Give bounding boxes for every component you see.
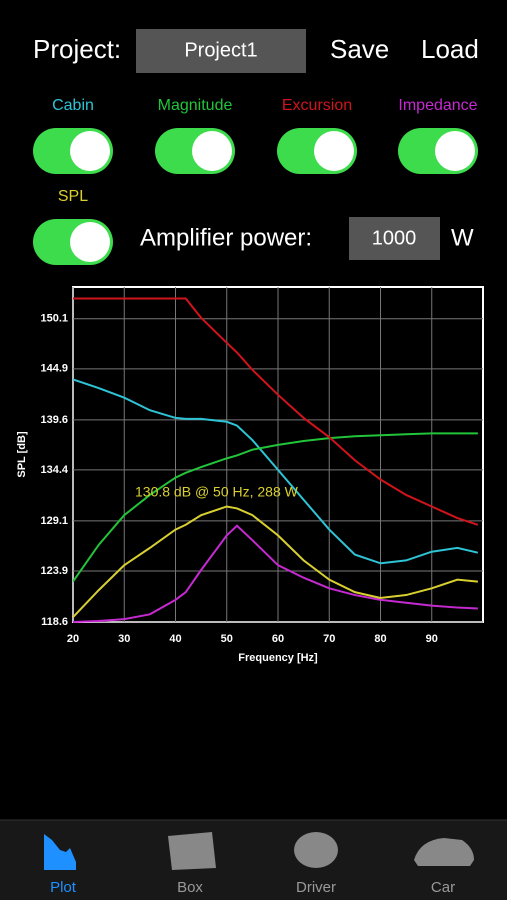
x-tick-label: 30 [118,633,130,645]
toggle-knob[interactable] [314,131,354,171]
y-tick-label: 134.4 [40,464,68,476]
x-tick-label: 50 [221,633,233,645]
x-tick-label: 40 [169,633,181,645]
legend-label: Impedance [398,97,477,114]
x-tick-label: 60 [272,633,284,645]
y-tick-label: 129.1 [40,515,68,527]
series-line [72,524,478,623]
x-tick-label: 70 [323,633,335,645]
annotation: 130.8 dB @ 50 Hz, 288 W [135,484,299,500]
legend-label: Cabin [52,97,94,114]
toggle-knob[interactable] [192,131,232,171]
project-label: Project: [33,34,121,64]
driver-icon[interactable] [294,832,338,868]
box-icon[interactable] [168,832,216,870]
save-button[interactable]: Save [330,34,389,64]
amp-unit: W [451,224,474,251]
tab-label[interactable]: Car [431,879,455,896]
legend-label: Magnitude [158,97,233,114]
amp-value[interactable]: 1000 [372,227,417,249]
tab-label[interactable]: Box [177,879,203,896]
legend-label: SPL [58,188,88,205]
x-tick-label: 20 [67,633,79,645]
series-line [72,378,479,565]
y-tick-label: 118.6 [41,616,68,628]
amp-field[interactable] [349,217,440,260]
legend-label: Excursion [282,97,352,114]
x-tick-label: 80 [374,633,386,645]
y-tick-label: 144.9 [40,363,68,375]
toggle-knob[interactable] [70,131,110,171]
project-field[interactable] [136,29,306,73]
y-axis-label: SPL [dB] [16,431,28,478]
tab-label[interactable]: Driver [296,879,336,896]
car-icon[interactable] [414,838,474,866]
series-line [72,432,478,583]
x-axis-label: Frequency [Hz] [238,652,318,664]
y-tick-label: 123.9 [40,565,68,577]
series-line [72,505,478,618]
load-button[interactable]: Load [421,34,479,64]
series-line [73,297,479,526]
toggle-knob[interactable] [435,131,475,171]
y-tick-label: 150.1 [40,313,68,325]
toggle-knob[interactable] [70,222,110,262]
x-tick-label: 90 [426,633,438,645]
tab-label[interactable]: Plot [50,879,77,896]
y-tick-label: 139.6 [40,414,68,426]
amp-label: Amplifier power: [140,224,312,251]
plot-icon[interactable] [44,834,76,870]
project-name[interactable]: Project1 [184,39,257,61]
